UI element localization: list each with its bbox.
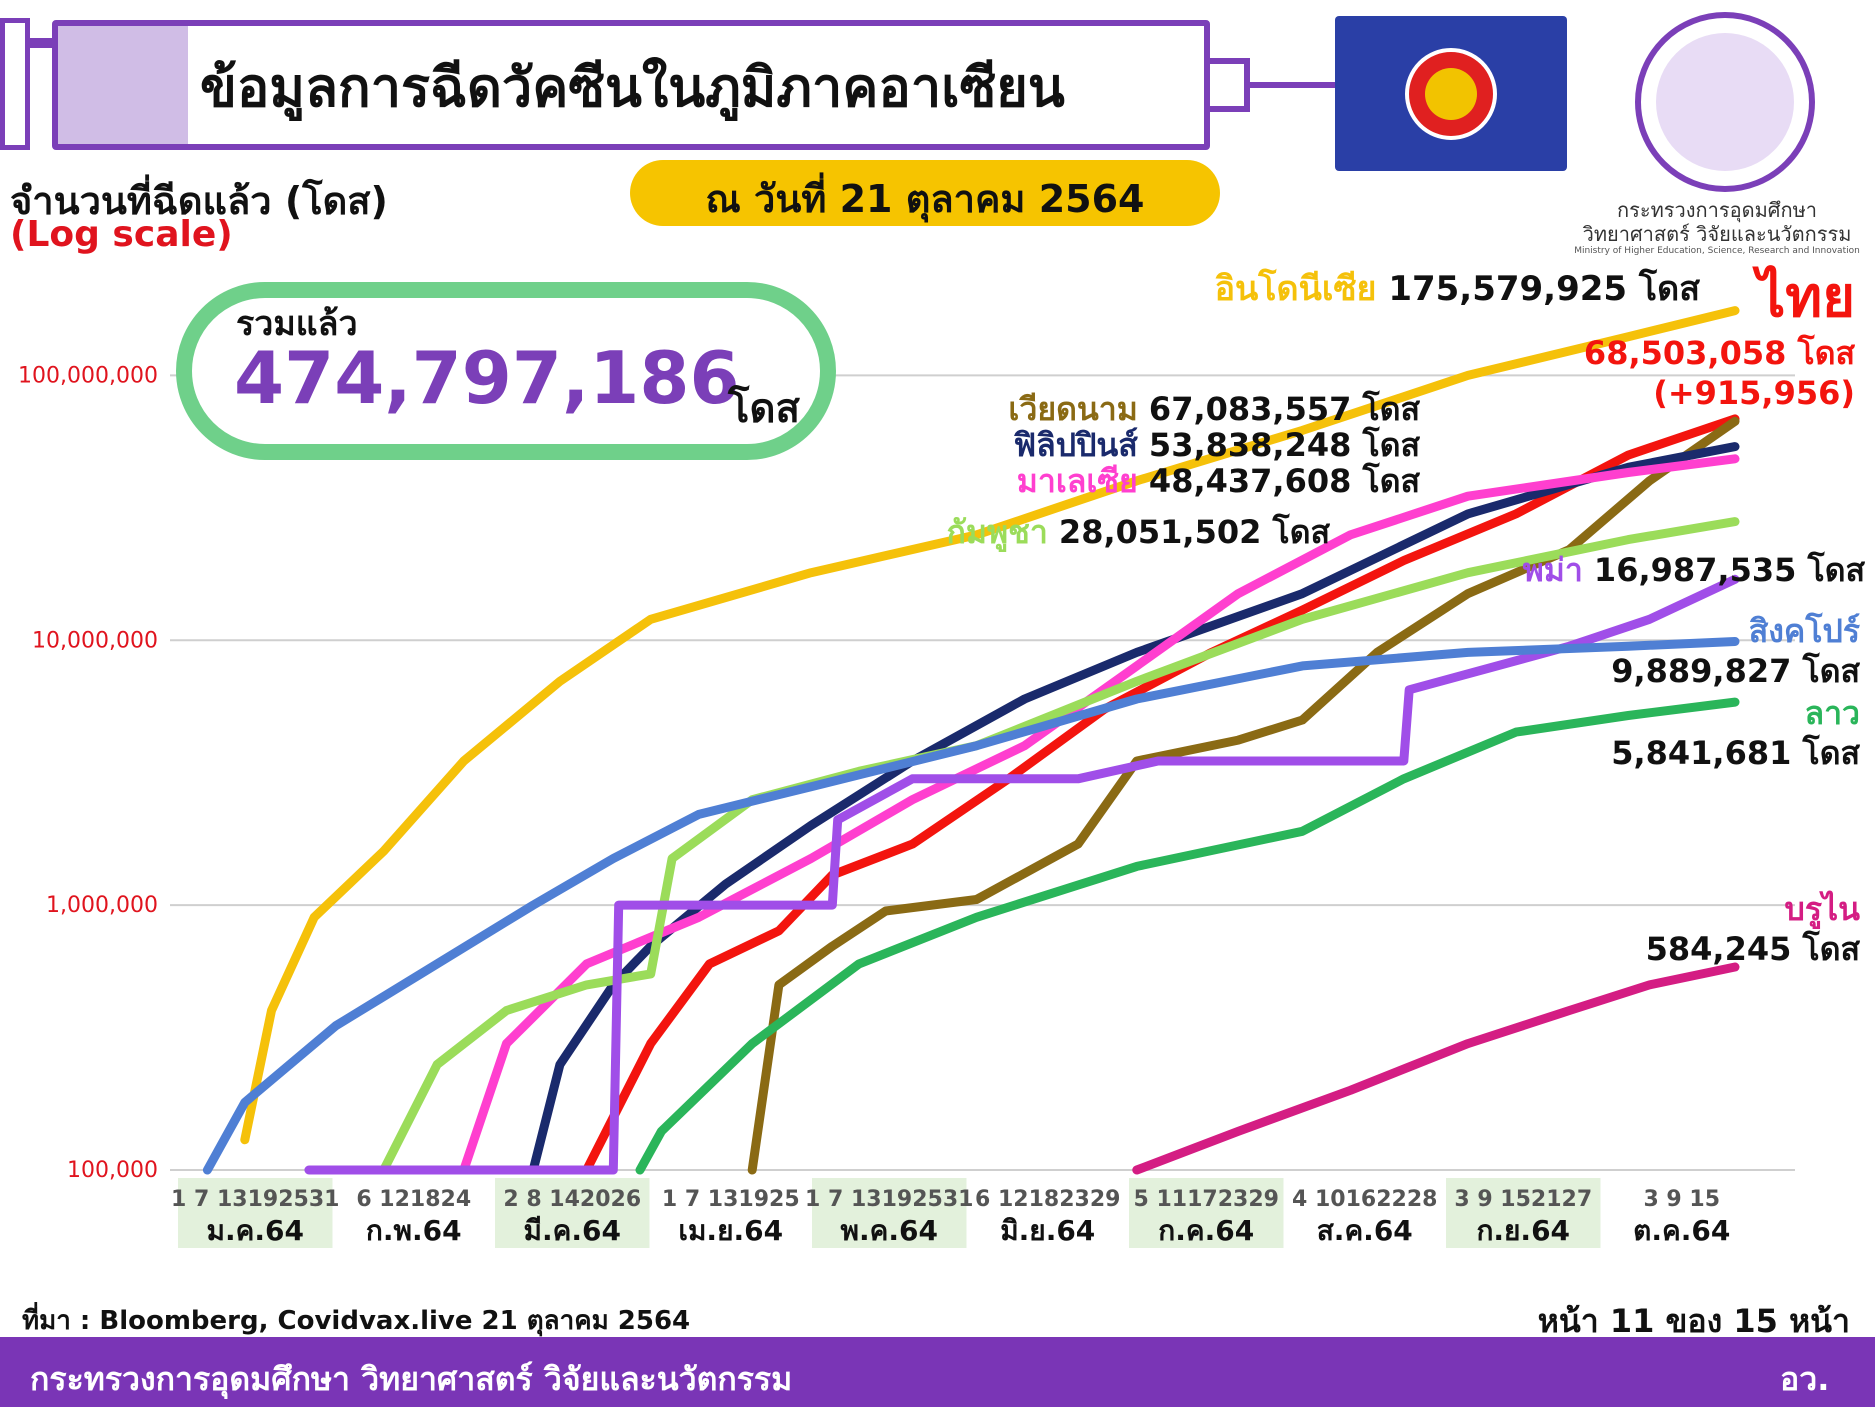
x-tick-labels: 5 11172329: [1134, 1187, 1279, 1212]
month-label: มี.ค.64: [524, 1214, 621, 1247]
x-tick-labels: 1 7 13192531: [805, 1187, 973, 1212]
month-label: ต.ค.64: [1633, 1214, 1730, 1247]
series-line: [240, 306, 1740, 1145]
syringe-tip: [1210, 58, 1250, 112]
asean-emblem-center: [1425, 68, 1477, 120]
source-note: ที่มา : Bloomberg, Covidvax.live 21 ตุลา…: [22, 1306, 691, 1336]
series-line: [1132, 962, 1740, 1175]
series-label: มาเลเซีย 48,437,608 โดส: [1017, 462, 1421, 500]
x-tick-labels: 2 8 142026: [503, 1187, 641, 1212]
series-line: [635, 697, 1740, 1175]
series-label: พม่า 16,987,535 โดส: [1523, 551, 1866, 589]
series-change: (+915,956): [1653, 374, 1855, 412]
x-tick-labels: 3 9 15: [1643, 1187, 1720, 1212]
month-band: [812, 1178, 967, 1248]
series-value: 68,503,058 โดส: [1584, 334, 1856, 372]
date-text: ณ วันที่ 21 ตุลาคม 2564: [705, 177, 1145, 221]
series-line: [379, 517, 1740, 1175]
ministry-name: กระทรวงการอุดมศึกษา วิทยาศาสตร์ วิจัยและ…: [1572, 198, 1862, 246]
month-band: [1446, 1178, 1601, 1248]
ministry-name-en: Ministry of Higher Education, Science, R…: [1574, 246, 1860, 256]
series-label: อินโดนีเซีย 175,579,925 โดส: [1215, 268, 1701, 309]
chart: 100,000 1,000,000 10,000,000 100,000,000 1 7…: [18, 264, 1866, 1248]
x-tick-labels: 1 7 131925: [662, 1187, 800, 1212]
x-tick-labels: 4 10162228: [1292, 1187, 1437, 1212]
month-label: ส.ค.64: [1317, 1214, 1413, 1247]
month-label: ก.ย.64: [1476, 1214, 1570, 1247]
date-pill: [630, 160, 1220, 226]
syringe-needle: [1250, 82, 1335, 88]
x-tick-labels: 3 9 152127: [1454, 1187, 1592, 1212]
series-name: สิงคโปร์: [1749, 612, 1860, 650]
month-band: [178, 1178, 333, 1248]
series-label: ฟิลิปปินส์ 53,838,248 โดส: [1013, 426, 1420, 464]
ministry-logo-inner: [1656, 33, 1794, 171]
ministry-name-line1: กระทรวงการอุดมศึกษา: [1617, 198, 1817, 222]
total-unit: โดส: [728, 386, 800, 432]
series-label: เวียดนาม 67,083,557 โดส: [1008, 390, 1420, 428]
ministry-name-line2: วิทยาศาสตร์ วิจัยและนวัตกรรม: [1582, 222, 1852, 246]
series-line: [582, 414, 1740, 1175]
total-box: [176, 282, 836, 460]
syringe-rod: [30, 38, 60, 48]
footer-bar: [0, 1337, 1875, 1407]
y-tick-label: 100,000: [67, 1158, 158, 1183]
month-label: เม.ย.64: [678, 1214, 783, 1247]
series-label: กัมพูชา 28,051,502 โดส: [947, 513, 1331, 553]
y-tick-label: 1,000,000: [46, 893, 158, 918]
x-tick-labels: 1 7 13192531: [171, 1187, 339, 1212]
series-name: บรูไน: [1785, 890, 1861, 930]
syringe-barrel: [52, 20, 1210, 150]
series-value: 5,841,681 โดส: [1611, 734, 1860, 772]
series-name: ไทย: [1752, 264, 1855, 330]
series-value: 584,245 โดส: [1646, 930, 1861, 968]
series-value: 9,889,827 โดส: [1611, 652, 1860, 690]
page-number: หน้า 11 ของ 15 หน้า: [1537, 1302, 1850, 1340]
series-line: [202, 637, 1740, 1175]
month-label: ม.ค.64: [207, 1214, 304, 1247]
page-title: ข้อมูลการฉีดวัคซีนในภูมิภาคอาเซียน: [200, 56, 1065, 119]
total-label: รวมแล้ว: [236, 304, 358, 344]
x-tick-labels: 6 121824: [356, 1187, 471, 1212]
month-label: ก.ค.64: [1158, 1214, 1254, 1247]
syringe-plunger: [0, 18, 30, 150]
syringe-fill: [58, 26, 188, 144]
x-tick-labels: 6 12182329: [975, 1187, 1120, 1212]
y-tick-label: 100,000,000: [18, 363, 158, 388]
month-label: มิ.ย.64: [1000, 1214, 1095, 1247]
asean-emblem-icon: [1405, 48, 1497, 140]
total-value: 474,797,186: [234, 336, 740, 420]
y-axis-label: จำนวนที่ฉีดแล้ว (โดส): [10, 179, 388, 223]
series-line: [459, 454, 1740, 1175]
month-band: [495, 1178, 650, 1248]
month-label: ก.พ.64: [366, 1214, 462, 1247]
footer-org: กระทรวงการอุดมศึกษา วิทยาศาสตร์ วิจัยและ…: [30, 1360, 793, 1398]
y-tick-label: 10,000,000: [32, 628, 158, 653]
month-band: [1129, 1178, 1284, 1248]
scale-note: (Log scale): [10, 214, 233, 255]
month-label: พ.ค.64: [841, 1214, 938, 1247]
series-name: ลาว: [1804, 694, 1860, 732]
footer-org-short: อว.: [1780, 1360, 1830, 1398]
